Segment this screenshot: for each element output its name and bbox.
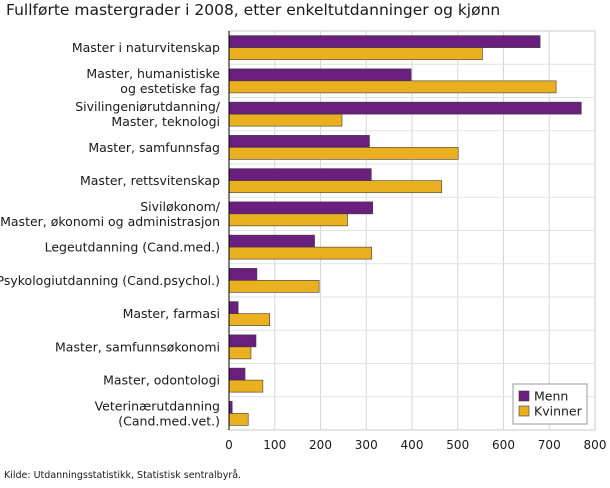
bar-kvinner [228, 280, 320, 293]
category-label: Master, teknologi [111, 114, 220, 129]
category-label: Master, humanistiske [86, 66, 220, 81]
bar-kvinner [228, 346, 252, 360]
x-tick-label: 300 [355, 438, 378, 452]
bar-kvinner [228, 313, 271, 326]
legend-label-menn: Menn [534, 389, 568, 404]
category-label: Master, rettsvitenskap [80, 173, 220, 188]
bar-menn [228, 367, 246, 381]
x-tick-label: 700 [538, 438, 561, 452]
category-label: Sivilingeniørutdanning/ [75, 99, 221, 114]
bar-menn [228, 268, 258, 281]
bar-kvinner [228, 379, 264, 393]
bar-menn [228, 101, 582, 115]
legend-swatch-kvinner [518, 405, 530, 417]
category-labels: Master i naturvitenskap Master, humanisti… [0, 40, 221, 428]
category-label: Legeutdanning (Cand.med.) [45, 240, 220, 255]
source-note: Kilde: Utdanningsstatistikk, Statistisk … [4, 470, 242, 481]
bar-menn [228, 68, 412, 82]
bar-menn [228, 201, 373, 215]
category-label: Psykologiutdanning (Cand.psychol.) [0, 273, 220, 288]
bar-kvinner [228, 180, 443, 193]
x-tick-label: 400 [401, 438, 424, 452]
bar-menn [228, 135, 370, 148]
bar-kvinner [228, 246, 373, 260]
bar-menn [228, 301, 239, 314]
legend-swatch-menn [518, 390, 530, 402]
x-tick-label: 100 [263, 438, 286, 452]
x-tick-label: 500 [446, 438, 469, 452]
bar-menn [228, 334, 257, 348]
category-label: Veterinærutdanning [95, 398, 220, 413]
x-tick-label: 800 [584, 438, 607, 452]
gridlines [228, 30, 596, 431]
category-label: Master i naturvitenskap [72, 40, 220, 55]
bar-menn [228, 168, 372, 181]
x-tick-label: 0 [225, 438, 233, 452]
category-label: Siviløkonom/ [140, 199, 221, 214]
x-tick-label: 200 [309, 438, 332, 452]
bar-kvinner [228, 80, 557, 94]
bar-kvinner [228, 413, 249, 426]
legend-box [512, 383, 588, 425]
bar-menn [228, 35, 541, 48]
category-label: (Cand.med.vet.) [118, 413, 220, 428]
bar-kvinner [228, 213, 348, 227]
bar-kvinner [228, 147, 459, 160]
bar-kvinner [228, 47, 483, 60]
category-label: Master, odontologi [103, 373, 220, 388]
category-label: og estetiske fag [120, 81, 220, 96]
category-label: Master, farmasi [123, 306, 220, 321]
category-label: Master, økonomi og administrasjon [0, 214, 220, 229]
category-label: Master, samfunnsøkonomi [55, 339, 220, 354]
legend-label-kvinner: Kvinner [534, 404, 583, 419]
x-axis: 0 100 200 300 400 500 600 700 800 [225, 31, 606, 452]
x-tick-label: 600 [492, 438, 515, 452]
bar-kvinner [228, 113, 343, 127]
chart-title: Fullførte mastergrader i 2008, etter enk… [6, 1, 501, 19]
bar-menn [228, 234, 315, 248]
category-label: Master, samfunnsfag [88, 140, 220, 155]
